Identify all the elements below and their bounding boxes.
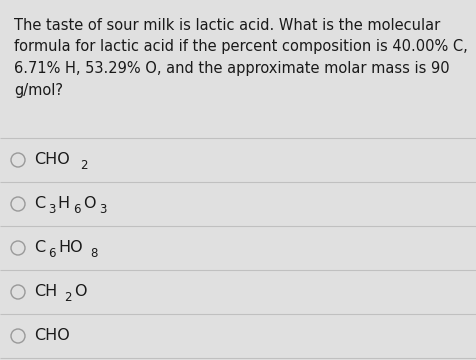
Text: H: H [58, 197, 70, 211]
Text: O: O [83, 197, 96, 211]
Text: 8: 8 [89, 247, 97, 260]
Text: formula for lactic acid if the percent composition is 40.00% C,: formula for lactic acid if the percent c… [14, 40, 467, 54]
Text: 6.71% H, 53.29% O, and the approximate molar mass is 90: 6.71% H, 53.29% O, and the approximate m… [14, 62, 449, 77]
Text: HO: HO [58, 240, 82, 256]
Text: 3: 3 [99, 203, 107, 216]
Text: CH: CH [34, 284, 57, 300]
Text: C: C [34, 240, 45, 256]
Text: The taste of sour milk is lactic acid. What is the molecular: The taste of sour milk is lactic acid. W… [14, 18, 439, 32]
Text: 6: 6 [48, 247, 56, 260]
Text: g/mol?: g/mol? [14, 84, 63, 99]
Text: CHO: CHO [34, 328, 69, 343]
Text: O: O [73, 284, 86, 300]
Text: 2: 2 [64, 291, 71, 304]
Text: 2: 2 [80, 159, 88, 172]
Text: C: C [34, 197, 45, 211]
Text: 3: 3 [48, 203, 56, 216]
Text: CHO: CHO [34, 153, 69, 167]
Text: 6: 6 [73, 203, 81, 216]
